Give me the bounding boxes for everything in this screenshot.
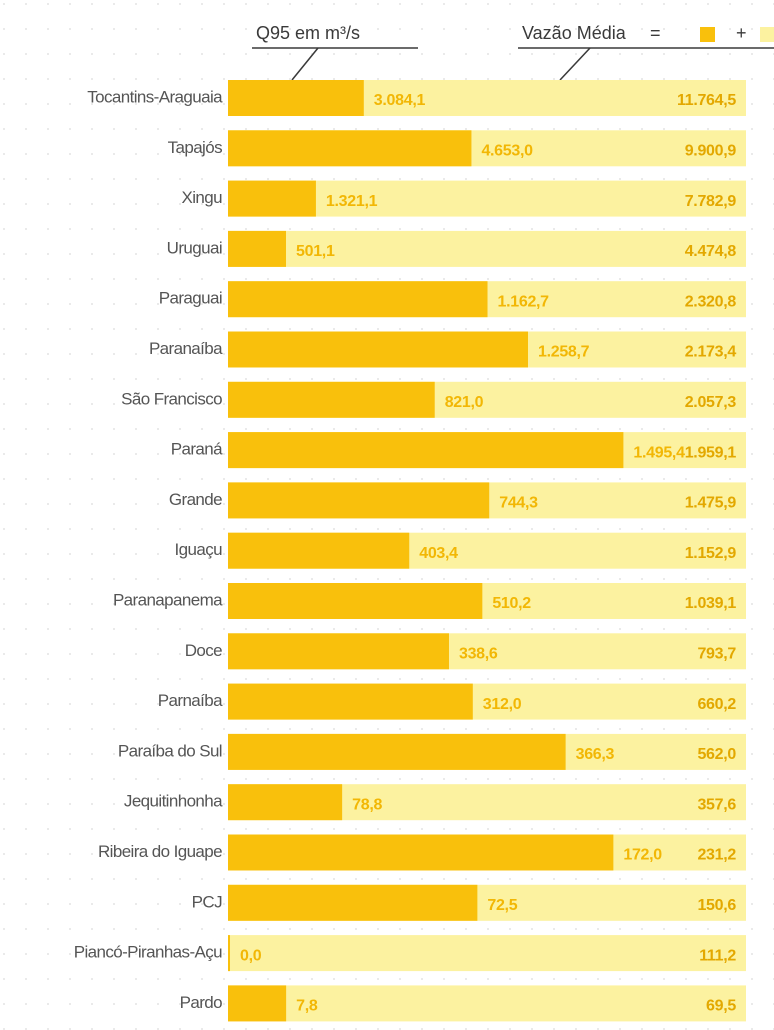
mean-label: 9.900,9 bbox=[685, 143, 737, 160]
mean-label: 1.959,1 bbox=[685, 444, 737, 461]
mean-label: 2.173,4 bbox=[685, 344, 737, 361]
category-label: Paraíba do Sul bbox=[118, 741, 222, 760]
legend-swatch bbox=[700, 27, 715, 42]
bar-q95 bbox=[228, 834, 614, 871]
mean-label: 1.475,9 bbox=[685, 495, 737, 512]
mean-label: 69,5 bbox=[706, 998, 736, 1015]
bar-q95 bbox=[228, 130, 472, 167]
category-label: Piancó-Piranhas-Açu bbox=[74, 943, 222, 962]
category-label: Parnaíba bbox=[158, 691, 223, 710]
mean-label: 111,2 bbox=[699, 947, 736, 964]
q95-label: 510,2 bbox=[492, 595, 531, 612]
bar-mean bbox=[228, 935, 746, 972]
q95-label: 501,1 bbox=[296, 243, 335, 260]
bar-q95 bbox=[228, 532, 410, 569]
category-label: Tocantins-Araguaia bbox=[87, 87, 223, 106]
legend-pointer bbox=[559, 47, 591, 81]
q95-label: 1.321,1 bbox=[326, 193, 378, 210]
mean-label: 2.057,3 bbox=[685, 394, 737, 411]
mean-label: 660,2 bbox=[697, 696, 736, 713]
mean-label: 1.039,1 bbox=[685, 595, 737, 612]
mean-label: 357,6 bbox=[697, 796, 736, 813]
q95-label: 366,3 bbox=[576, 746, 615, 763]
bar-q95 bbox=[228, 482, 490, 519]
mean-label: 2.320,8 bbox=[685, 293, 737, 310]
legend-swatch bbox=[760, 27, 774, 42]
category-label: Iguaçu bbox=[175, 540, 223, 559]
q95-label: 4.653,0 bbox=[481, 143, 533, 160]
q95-label: 1.162,7 bbox=[498, 293, 550, 310]
category-label: Jequitinhonha bbox=[124, 792, 223, 811]
bar-q95 bbox=[228, 230, 287, 267]
category-label: Doce bbox=[185, 641, 222, 660]
bar-q95 bbox=[228, 281, 488, 318]
bar-q95 bbox=[228, 381, 435, 418]
bar-q95 bbox=[228, 432, 624, 469]
category-label: Grande bbox=[169, 490, 222, 509]
legend-equals: = bbox=[650, 23, 661, 43]
bar-q95 bbox=[228, 884, 478, 921]
bar-q95 bbox=[228, 784, 343, 821]
category-label: São Francisco bbox=[121, 389, 222, 408]
bar-q95 bbox=[228, 583, 483, 619]
category-label: Tapajós bbox=[168, 138, 222, 157]
q95-label: 1.495,4 bbox=[633, 444, 685, 461]
legend-q95: Q95 em m³/s bbox=[256, 23, 360, 43]
legend-pointer bbox=[291, 47, 319, 81]
q95-label: 403,4 bbox=[419, 545, 458, 562]
q95-label: 7,8 bbox=[296, 998, 318, 1015]
bar-mean bbox=[228, 985, 746, 1022]
bar-q95 bbox=[228, 633, 449, 670]
q95-label: 312,0 bbox=[483, 696, 522, 713]
legend-mean: Vazão Média bbox=[522, 23, 627, 43]
mean-label: 231,2 bbox=[697, 847, 736, 864]
q95-label: 3.084,1 bbox=[374, 92, 426, 109]
q95-label: 338,6 bbox=[459, 646, 498, 663]
mean-label: 11.764,5 bbox=[677, 92, 736, 109]
mean-label: 1.152,9 bbox=[685, 545, 737, 562]
bar-q95 bbox=[228, 935, 230, 972]
bar-q95 bbox=[228, 683, 473, 720]
bar-q95 bbox=[228, 180, 316, 217]
q95-label: 821,0 bbox=[445, 394, 484, 411]
bar-q95 bbox=[228, 331, 528, 368]
category-label: PCJ bbox=[192, 892, 222, 911]
category-label: Paraná bbox=[171, 440, 223, 459]
q95-label: 72,5 bbox=[487, 897, 517, 914]
q95-label: 1.258,7 bbox=[538, 344, 590, 361]
mean-label: 793,7 bbox=[697, 646, 736, 663]
category-label: Paranapanema bbox=[113, 590, 223, 609]
category-label: Xingu bbox=[182, 188, 223, 207]
bar-q95 bbox=[228, 80, 364, 116]
legend-plus: + bbox=[736, 23, 747, 43]
category-label: Paraguai bbox=[159, 289, 222, 308]
mean-label: 150,6 bbox=[697, 897, 736, 914]
category-label: Pardo bbox=[180, 993, 223, 1012]
bar-q95 bbox=[228, 733, 566, 770]
mean-label: 562,0 bbox=[697, 746, 736, 763]
q95-label: 78,8 bbox=[352, 796, 382, 813]
legend: Q95 em m³/s Vazão Média = + bbox=[252, 23, 774, 81]
q95-label: 172,0 bbox=[623, 847, 662, 864]
category-label: Uruguai bbox=[167, 238, 222, 257]
bar-mean bbox=[228, 230, 746, 267]
bar-q95 bbox=[228, 985, 287, 1022]
mean-label: 7.782,9 bbox=[685, 193, 737, 210]
q95-label: 0,0 bbox=[240, 947, 262, 964]
category-label: Paranaíba bbox=[149, 339, 223, 358]
q95-label: 744,3 bbox=[499, 495, 538, 512]
mean-label: 4.474,8 bbox=[685, 243, 737, 260]
category-label: Ribeira do Iguape bbox=[98, 842, 222, 861]
